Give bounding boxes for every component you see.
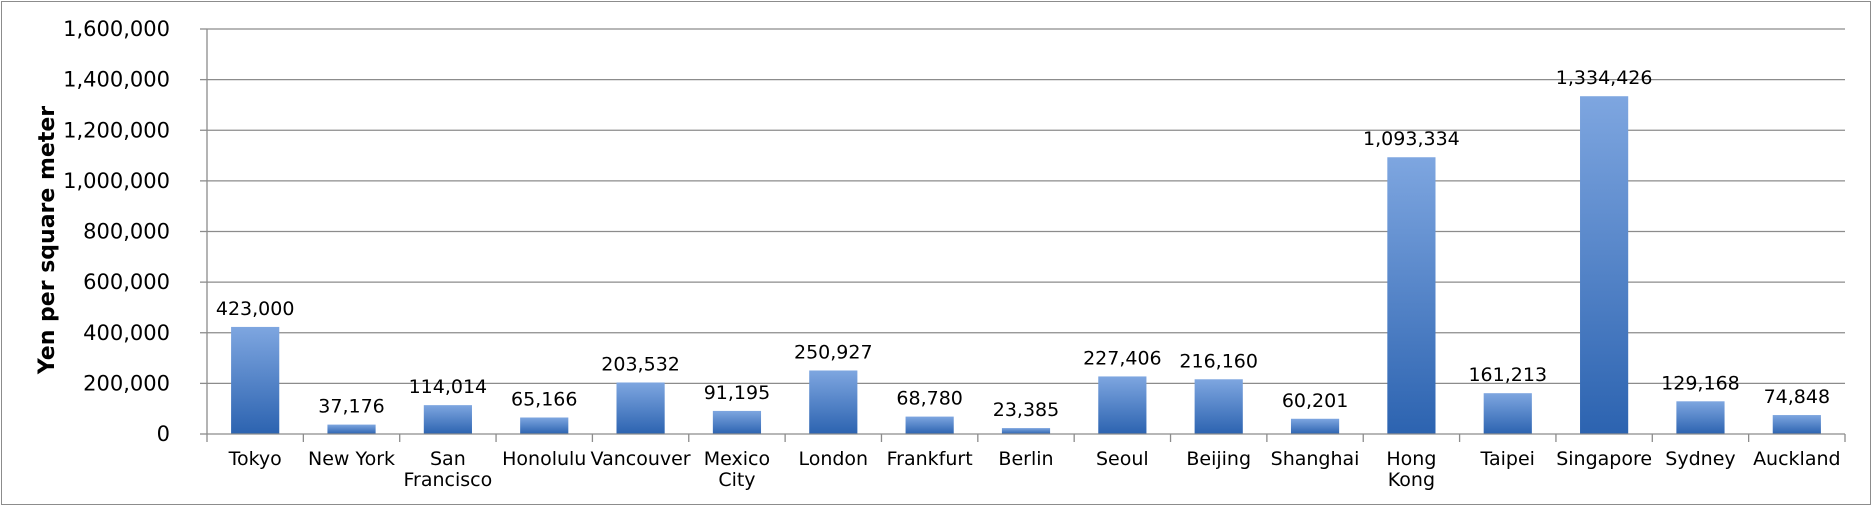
bar (423, 405, 472, 434)
data-label: 23,385 (993, 399, 1059, 421)
data-label: 68,780 (896, 388, 962, 410)
data-label: 161,213 (1468, 364, 1547, 386)
bar (231, 326, 280, 434)
bar (616, 382, 665, 434)
data-label: 1,093,334 (1363, 128, 1460, 150)
category-label: Frankfurt (887, 448, 973, 470)
category-label: Berlin (998, 448, 1053, 470)
data-label: 1,334,426 (1556, 67, 1653, 89)
category-label: Honolulu (502, 448, 586, 470)
category-label: Beijing (1186, 448, 1251, 470)
category-label: London (798, 448, 868, 470)
bar (327, 424, 376, 434)
y-tick-label: 200,000 (83, 371, 170, 395)
data-label: 250,927 (794, 341, 873, 363)
bar (712, 410, 762, 434)
category-label: Shanghai (1271, 448, 1360, 470)
y-tick-label: 1,200,000 (63, 118, 170, 142)
y-tick-label: 1,000,000 (63, 169, 170, 193)
data-label: 423,000 (216, 298, 295, 320)
category-label: Seoul (1096, 448, 1149, 470)
data-label: 74,848 (1764, 386, 1830, 408)
category-label: San Francisco (404, 448, 493, 491)
category-label: Taipei (1480, 448, 1535, 470)
category-label: Mexico City (704, 448, 770, 491)
data-label: 60,201 (1282, 390, 1348, 412)
category-label: Vancouver (591, 448, 691, 470)
y-tick-label: 600,000 (83, 270, 170, 294)
data-label: 91,195 (704, 382, 770, 404)
y-tick-label: 1,600,000 (63, 17, 170, 41)
bar (520, 417, 569, 434)
category-label: Singapore (1556, 448, 1652, 470)
bar (1483, 393, 1532, 434)
y-axis-title: Yen per square meter (35, 106, 60, 375)
category-label: Hong Kong (1386, 448, 1436, 491)
category-label: Sydney (1665, 448, 1735, 470)
y-tick-label: 800,000 (83, 220, 170, 244)
category-label: New York (308, 448, 395, 470)
bar (1387, 157, 1436, 435)
data-label: 114,014 (409, 376, 488, 398)
bar (1001, 428, 1051, 434)
bar (1580, 96, 1629, 434)
bar (809, 370, 858, 434)
bar (1290, 418, 1340, 434)
y-tick-label: 1,400,000 (63, 68, 170, 92)
category-label: Tokyo (228, 448, 282, 470)
bar (905, 416, 954, 434)
data-label: 65,166 (511, 389, 577, 411)
y-tick-label: 400,000 (83, 321, 170, 345)
data-label: 227,406 (1083, 347, 1162, 369)
data-label: 203,532 (601, 353, 680, 375)
bar (1676, 401, 1725, 434)
data-label: 216,160 (1179, 350, 1258, 372)
y-tick-label: 0 (157, 422, 170, 446)
bar (1194, 379, 1243, 434)
category-label: Auckland (1753, 448, 1841, 470)
bar (1772, 415, 1821, 434)
data-label: 129,168 (1661, 372, 1740, 394)
data-label: 37,176 (318, 396, 384, 418)
bar (1098, 376, 1147, 434)
